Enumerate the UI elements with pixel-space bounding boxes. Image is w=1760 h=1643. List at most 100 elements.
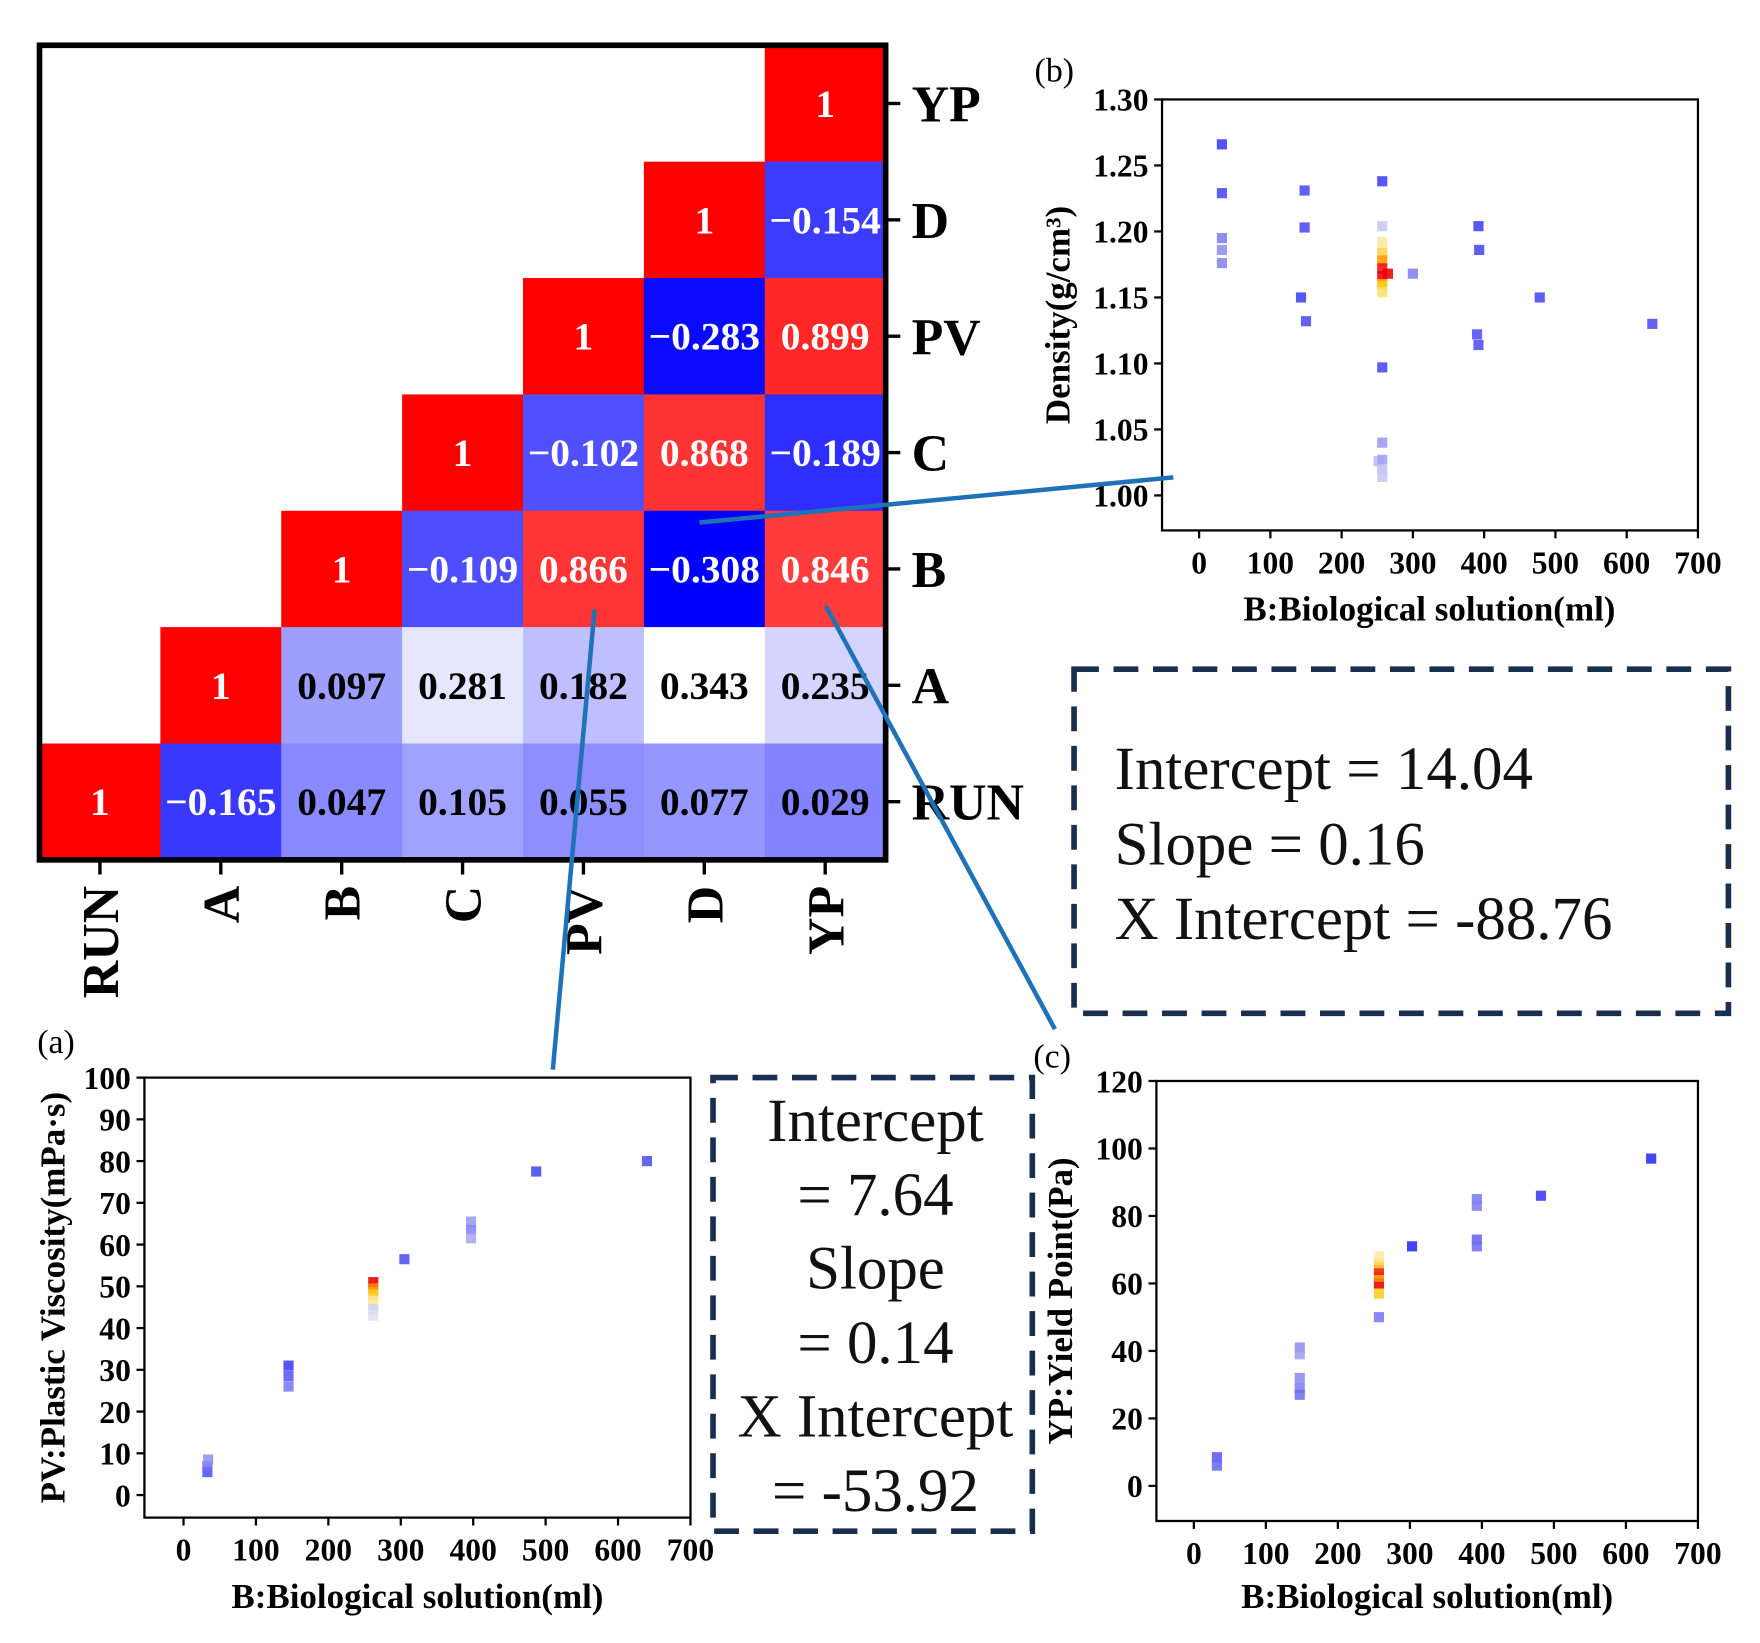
heatmap-col-label: A <box>194 885 251 923</box>
fit-x-intercept: X Intercept = -88.76 <box>1115 886 1613 953</box>
x-tick-label: 700 <box>1674 545 1721 580</box>
data-point <box>1373 1258 1385 1269</box>
data-point <box>283 1381 294 1392</box>
fit-box-right: Intercept = 14.04 Slope = 0.16 X Interce… <box>1071 666 1732 1017</box>
x-axis-label-b: B:Biological solution(ml) <box>1243 590 1615 629</box>
fit-box-right-border <box>1071 666 1732 1017</box>
x-tick-label: 0 <box>176 1532 192 1567</box>
data-point <box>1471 1241 1482 1252</box>
heatmap-cell <box>523 278 645 396</box>
x-tick-label: 400 <box>1460 545 1507 580</box>
heatmap-cell <box>402 510 524 628</box>
x-tick-label: 100 <box>1242 1536 1289 1571</box>
data-point <box>1373 1264 1385 1276</box>
data-point <box>1473 339 1484 351</box>
data-point <box>1373 1271 1385 1282</box>
heatmap-cell <box>402 394 524 512</box>
data-point <box>1294 1389 1305 1400</box>
y-axis-label-a: PV:Plastic Viscosity(mPa·s) <box>33 1092 72 1503</box>
y-tick-label: 40 <box>1111 1334 1143 1369</box>
heatmap-cell <box>160 627 282 745</box>
data-point <box>1471 1200 1482 1211</box>
data-point <box>1377 463 1388 475</box>
y-tick-label: 1.20 <box>1093 215 1148 250</box>
y-tick-label: 100 <box>1095 1132 1142 1167</box>
data-point <box>641 1156 653 1167</box>
x-tick-label: 500 <box>522 1532 569 1567</box>
y-tick-label: 0 <box>115 1478 131 1513</box>
x-tick-label: 600 <box>1603 545 1650 580</box>
data-point <box>1377 437 1388 448</box>
data-point <box>1373 1251 1385 1262</box>
y-tick-label: 20 <box>99 1395 131 1430</box>
data-point <box>283 1360 294 1371</box>
fit-slope-label: Slope <box>806 1236 945 1303</box>
data-point <box>465 1233 477 1244</box>
heatmap-cell-value: 1 <box>694 198 714 242</box>
heatmap-row-label: YP <box>912 77 981 134</box>
y-tick-label: 1.30 <box>1093 83 1148 118</box>
data-point <box>1377 176 1388 187</box>
heatmap-cell <box>402 743 524 861</box>
data-point <box>1300 316 1312 327</box>
data-point <box>1406 1241 1418 1252</box>
heatmap-cell <box>764 743 887 861</box>
heatmap-cell-value: 0.866 <box>539 547 628 591</box>
data-point <box>1377 247 1388 258</box>
x-tick-label: 100 <box>232 1532 279 1567</box>
heatmap-row-label: D <box>912 193 949 250</box>
x-tick-label: 600 <box>1602 1536 1649 1571</box>
y-axis-label-b: Density(g/cm³) <box>1039 206 1078 424</box>
y-tick-label: 20 <box>1111 1402 1143 1437</box>
data-point <box>1377 454 1388 465</box>
heatmap-cell <box>281 627 403 745</box>
data-point <box>283 1371 294 1382</box>
heatmap-cell-value: −0.154 <box>770 198 881 242</box>
heatmap-cell <box>764 278 887 396</box>
fit-box-middle-border <box>710 1074 1036 1534</box>
heatmap-row-label: C <box>912 426 949 483</box>
data-point <box>368 1304 379 1315</box>
heatmap-row-label: PV <box>912 309 981 366</box>
heatmap-cell-value: 0.055 <box>539 780 628 824</box>
y-tick-label: 80 <box>1111 1199 1143 1234</box>
x-tick-label: 500 <box>1532 545 1579 580</box>
heatmap-cell-value: 1 <box>90 780 110 824</box>
panel-label-b: (b) <box>1035 52 1074 89</box>
data-point <box>1211 1460 1222 1471</box>
fit-intercept-value: = 7.64 <box>797 1162 953 1229</box>
panel-label-c: (c) <box>1033 1038 1071 1075</box>
x-tick-label: 500 <box>1530 1536 1577 1571</box>
plot-frame <box>1160 98 1700 532</box>
connector-line-b <box>699 475 1174 525</box>
heatmap-cell-value: −0.102 <box>528 431 639 475</box>
heatmap-col-label: C <box>436 886 493 923</box>
y-tick-label: 1.25 <box>1093 149 1148 184</box>
x-tick-label: 200 <box>1318 545 1365 580</box>
heatmap-col-label: RUN <box>73 886 130 998</box>
x-tick-label: 200 <box>305 1532 352 1567</box>
heatmap-cell-value: 1 <box>574 315 594 359</box>
data-point <box>368 1310 379 1321</box>
heatmap-cell <box>281 743 403 861</box>
y-tick-label: 90 <box>99 1103 131 1138</box>
data-point <box>1377 287 1388 298</box>
fit-intercept-label: Intercept <box>767 1088 983 1155</box>
data-point <box>1377 236 1388 248</box>
data-point <box>1294 1372 1305 1383</box>
y-tick-label: 70 <box>99 1186 131 1221</box>
heatmap-cell <box>402 627 524 745</box>
heatmap-cell-value: −0.109 <box>407 547 518 591</box>
data-point <box>1216 258 1227 269</box>
heatmap-cell <box>160 743 282 861</box>
x-axis-label-c: B:Biological solution(ml) <box>1241 1577 1613 1616</box>
data-point <box>1647 318 1658 329</box>
heatmap-cell-value: −0.189 <box>770 431 881 475</box>
heatmap-col-label: D <box>677 886 734 923</box>
fit-box-middle: Intercept = 7.64 Slope = 0.14 X Intercep… <box>710 1074 1036 1534</box>
x-axis-label-a: B:Biological solution(ml) <box>231 1577 603 1616</box>
data-point <box>1294 1382 1305 1394</box>
heatmap-cell-value: 1 <box>332 547 352 591</box>
data-point <box>1646 1153 1657 1164</box>
